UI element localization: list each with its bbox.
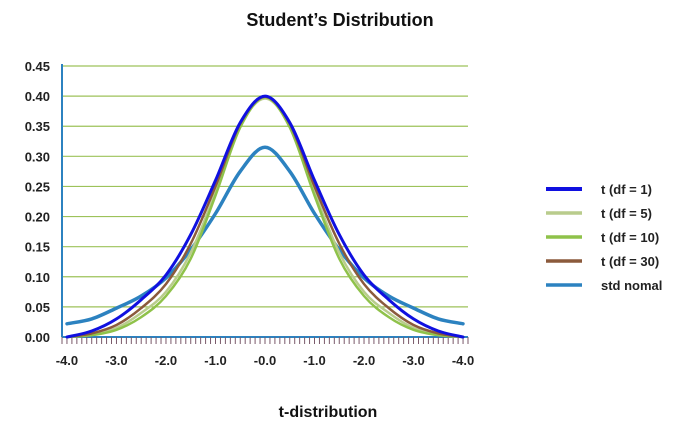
x-tick-label: -3.0 bbox=[105, 353, 127, 368]
y-axis-ticks: 0.00 0.05 0.10 0.15 0.20 0.25 0.30 0.35 0.40 0.45 bbox=[25, 59, 50, 345]
axes bbox=[61, 64, 469, 344]
series-line-0 bbox=[65, 94, 465, 339]
y-tick-label: 0.35 bbox=[25, 119, 50, 134]
y-tick-label: 0.25 bbox=[25, 179, 50, 194]
y-tick-label: 0.40 bbox=[25, 89, 50, 104]
x-axis-label: t-distribution bbox=[279, 404, 378, 421]
y-tick-label: 0.15 bbox=[25, 240, 50, 255]
x-tick-label: -1.0 bbox=[303, 353, 325, 368]
series-lines bbox=[65, 94, 465, 339]
x-tick-label: -4.0 bbox=[452, 353, 474, 368]
y-tick-label: 0.30 bbox=[25, 149, 50, 164]
y-tick-label: 0.10 bbox=[25, 270, 50, 285]
x-tick-label: -1.0 bbox=[204, 353, 226, 368]
x-axis-ticks: -4.0 -3.0 -2.0 -1.0 -0.0 -1.0 -2.0 -3.0 -4.0 bbox=[56, 353, 475, 368]
legend-label: t (df = 1) bbox=[601, 182, 652, 197]
legend-label: std nomal bbox=[601, 278, 662, 293]
y-tick-label: 0.00 bbox=[25, 330, 50, 345]
chart-title: Student’s Distribution bbox=[246, 10, 433, 30]
y-tick-label: 0.05 bbox=[25, 300, 50, 315]
x-tick-label: -3.0 bbox=[402, 353, 424, 368]
legend-label: t (df = 5) bbox=[601, 206, 652, 221]
series-line-4 bbox=[65, 145, 465, 326]
x-tick-label: -0.0 bbox=[254, 353, 276, 368]
legend-label: t (df = 10) bbox=[601, 230, 659, 245]
grid-lines bbox=[62, 65, 468, 308]
x-tick-label: -4.0 bbox=[56, 353, 78, 368]
x-tick-label: -2.0 bbox=[155, 353, 177, 368]
series-line-1 bbox=[65, 97, 465, 339]
y-tick-label: 0.45 bbox=[25, 59, 50, 74]
x-tick-label: -2.0 bbox=[353, 353, 375, 368]
y-tick-label: 0.20 bbox=[25, 210, 50, 225]
legend-label: t (df = 30) bbox=[601, 254, 659, 269]
legend: t (df = 1) t (df = 5) t (df = 10) t (df = 3… bbox=[546, 182, 662, 293]
